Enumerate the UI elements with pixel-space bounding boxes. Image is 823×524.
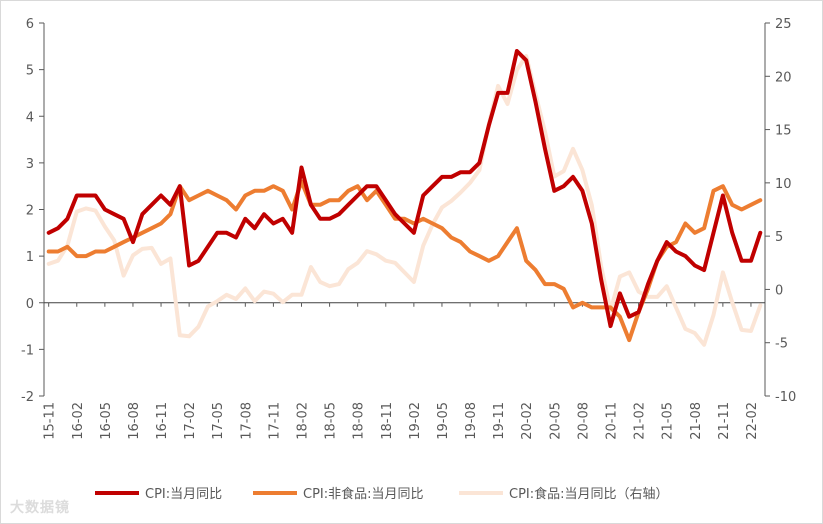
x-tick-label: 16-02 xyxy=(71,402,86,440)
legend-label-1: CPI:当月同比 xyxy=(145,487,222,502)
y-tick-label-left: 2 xyxy=(26,204,34,219)
legend-label-2: CPI:非食品:当月同比 xyxy=(303,486,424,502)
x-tick-label: 20-11 xyxy=(605,402,620,440)
x-tick-label: 20-05 xyxy=(548,402,563,440)
y-tick-label-right: -10 xyxy=(775,390,796,405)
series-line-2 xyxy=(46,179,763,343)
x-tick-label: 16-08 xyxy=(127,402,142,440)
legend: CPI:当月同比 CPI:非食品:当月同比 CPI:食品:当月同比（右轴） xyxy=(95,486,669,502)
series-lines xyxy=(46,49,763,347)
y-tick-label-right: 15 xyxy=(775,124,792,139)
x-tick-label: 20-02 xyxy=(520,402,535,440)
x-tick-label: 15-11 xyxy=(43,402,58,440)
x-tick-label: 19-05 xyxy=(436,402,451,440)
y-tick-label-left: 3 xyxy=(26,157,34,172)
legend-label-3: CPI:食品:当月同比（右轴） xyxy=(509,486,669,502)
x-tick-label: 19-11 xyxy=(492,402,507,440)
x-tick-label: 16-05 xyxy=(99,402,114,440)
x-tick-label: 20-08 xyxy=(576,402,591,440)
y-tick-label-right: 10 xyxy=(775,177,792,192)
x-tick-label: 17-08 xyxy=(239,402,254,440)
y-tick-label-right: 0 xyxy=(775,283,783,298)
x-tick-label: 21-02 xyxy=(633,402,648,440)
x-tick-label: 22-02 xyxy=(745,402,760,440)
y-tick-label-left: 4 xyxy=(26,110,34,125)
series-line-3 xyxy=(46,54,763,347)
y-tick-label-right: 5 xyxy=(775,230,783,245)
x-tick-label: 17-02 xyxy=(183,402,198,440)
x-tick-label: 18-05 xyxy=(324,402,339,440)
x-tick-label: 21-08 xyxy=(689,402,704,440)
series-line-1 xyxy=(46,49,763,329)
y-tick-label-left: 5 xyxy=(26,64,34,79)
x-tick-label: 18-08 xyxy=(352,402,367,440)
x-tick-label: 18-11 xyxy=(380,402,395,440)
y-tick-label-right: -5 xyxy=(775,337,788,352)
y-tick-label-left: -2 xyxy=(21,390,34,405)
x-tick-label: 17-05 xyxy=(211,402,226,440)
x-tick-label: 19-02 xyxy=(408,402,423,440)
x-tick-label: 16-11 xyxy=(155,402,170,440)
y-tick-label-right: 20 xyxy=(775,70,792,85)
watermark-text: 大数据镜 xyxy=(10,500,70,516)
y-tick-label-left: 6 xyxy=(26,17,34,32)
x-tick-label: 19-08 xyxy=(464,402,479,440)
x-tick-label: 18-02 xyxy=(296,402,311,440)
y-tick-label-right: 25 xyxy=(775,17,792,32)
x-tick-label: 21-05 xyxy=(661,402,676,440)
watermark-logo: 大数据镜 xyxy=(10,497,70,517)
y-tick-label-left: 0 xyxy=(26,297,34,312)
x-tick-label: 21-11 xyxy=(717,402,732,440)
y-tick-label-left: -1 xyxy=(21,343,34,358)
x-tick-label: 17-11 xyxy=(267,402,282,440)
y-tick-label-left: 1 xyxy=(26,250,34,265)
